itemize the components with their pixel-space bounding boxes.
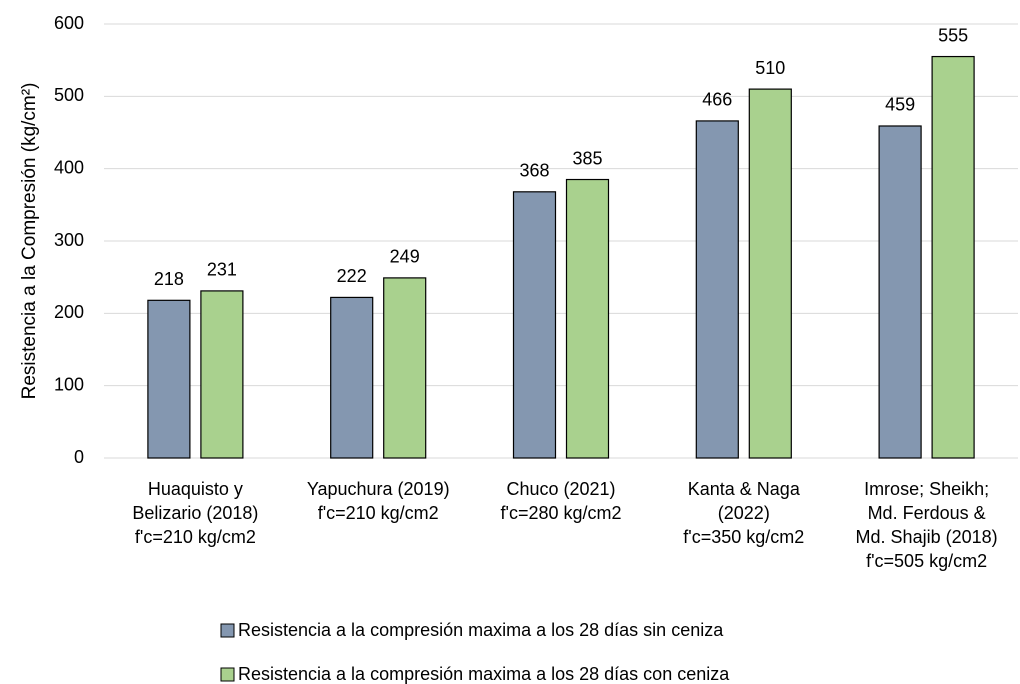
bar [878, 125, 922, 459]
value-label: 555 [938, 25, 968, 45]
y-tick-label: 300 [54, 230, 84, 250]
x-tick-label: Huaquisto y [148, 479, 243, 499]
x-tick-label: Md. Ferdous & [868, 503, 986, 523]
x-tick-label: f'c=210 kg/cm2 [318, 503, 439, 523]
y-tick-label: 400 [54, 157, 84, 177]
x-tick-label: f'c=280 kg/cm2 [501, 503, 622, 523]
bar [931, 55, 975, 459]
y-tick-label: 0 [74, 447, 84, 467]
y-tick-label: 600 [54, 13, 84, 33]
x-tick-label: Imrose; Sheikh; [864, 479, 989, 499]
legend-label: Resistencia a la compresión maxima a los… [238, 664, 730, 684]
y-axis-label: Resistencia a la Compresión (kg/cm²) [19, 83, 40, 400]
bar [383, 277, 427, 459]
value-label: 368 [519, 161, 549, 181]
y-tick-label: 500 [54, 85, 84, 105]
bar [147, 299, 191, 459]
bar [565, 178, 610, 459]
x-tick-label: Yapuchura (2019) [307, 479, 450, 499]
value-label: 218 [154, 269, 184, 289]
x-tick-label: Kanta & Naga [688, 479, 801, 499]
bar [200, 290, 244, 459]
x-tick-label: (2022) [718, 503, 770, 523]
bar [512, 191, 557, 459]
value-label: 510 [755, 58, 785, 78]
bar [748, 88, 792, 459]
value-label: 385 [572, 148, 602, 168]
x-tick-label: Chuco (2021) [506, 479, 615, 499]
x-tick-label: f'c=210 kg/cm2 [135, 527, 256, 547]
legend-swatch [220, 667, 235, 682]
y-tick-label: 100 [54, 374, 84, 394]
x-tick-label: Md. Shajib (2018) [856, 527, 998, 547]
value-label: 459 [885, 95, 915, 115]
bar [695, 120, 739, 459]
x-tick-label: Belizario (2018) [132, 503, 258, 523]
x-tick-label: f'c=350 kg/cm2 [683, 527, 804, 547]
x-tick-label: f'c=505 kg/cm2 [866, 551, 987, 571]
bar [330, 296, 374, 459]
value-label: 466 [702, 90, 732, 110]
value-label: 231 [207, 260, 237, 280]
legend-label: Resistencia a la compresión maxima a los… [238, 620, 724, 640]
legend-swatch [220, 623, 235, 638]
value-label: 222 [337, 266, 367, 286]
y-tick-label: 200 [54, 302, 84, 322]
value-label: 249 [390, 247, 420, 267]
